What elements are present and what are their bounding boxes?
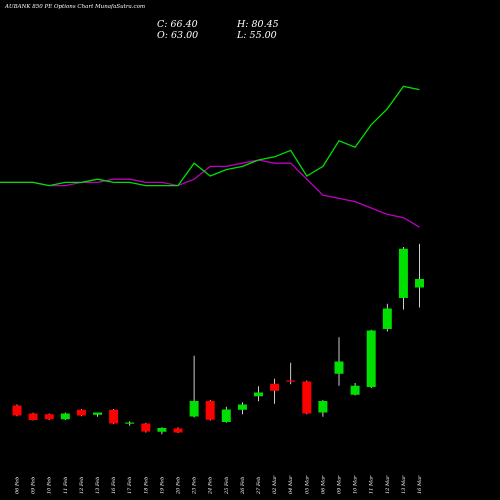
candle xyxy=(157,427,167,435)
candle-body xyxy=(221,409,231,422)
candle-body xyxy=(125,422,135,424)
green-line xyxy=(0,85,420,187)
open-value: O: 63.00 xyxy=(157,30,198,41)
candle-body xyxy=(398,248,408,298)
candle-body xyxy=(189,401,199,417)
x-tick-label: 16 Feb xyxy=(111,477,117,494)
x-tick-label: 27 Feb xyxy=(256,477,262,495)
candle-body xyxy=(237,404,247,410)
candle xyxy=(302,380,312,415)
x-tick-label: 24 Feb xyxy=(208,477,214,495)
magenta-line xyxy=(0,159,420,228)
candle xyxy=(60,412,70,420)
candle xyxy=(221,406,231,423)
candle-body xyxy=(270,383,280,391)
candle xyxy=(125,421,135,426)
candle xyxy=(270,378,280,404)
x-tick-label: 17 Feb xyxy=(127,477,133,494)
candle-body xyxy=(366,330,376,387)
candle xyxy=(382,303,392,332)
x-tick-label: 20 Feb xyxy=(176,477,182,495)
candle-body xyxy=(382,308,392,329)
x-tick-label: 12 Mar xyxy=(385,475,391,494)
candle xyxy=(44,413,54,420)
x-tick-label: 11 Feb xyxy=(63,477,69,494)
candle-body xyxy=(334,361,344,374)
x-tick-label: 16 Mar xyxy=(417,475,423,494)
x-tick-label: 06 Mar xyxy=(320,475,326,494)
candle xyxy=(237,402,247,415)
x-tick-label: 19 Feb xyxy=(159,477,165,494)
candle xyxy=(173,427,183,433)
x-tick-label: 10 Feb xyxy=(47,477,53,494)
x-tick-label: 12 Feb xyxy=(79,477,85,494)
x-tick-label: 02 Mar xyxy=(272,475,278,494)
x-tick-label: 11 Mar xyxy=(369,475,375,494)
x-tick-label: 18 Feb xyxy=(143,477,149,494)
candle-body xyxy=(173,428,183,433)
candle-body xyxy=(205,401,215,420)
candle-body xyxy=(415,279,424,288)
x-tick-label: 10 Mar xyxy=(353,475,359,494)
candle xyxy=(366,329,376,388)
x-tick-label: 09 Mar xyxy=(337,475,343,494)
candle xyxy=(254,386,263,402)
candle-body xyxy=(141,423,151,432)
candle-body xyxy=(44,414,54,420)
candle-body xyxy=(254,392,263,397)
candle xyxy=(141,422,151,433)
candle-body xyxy=(93,412,102,415)
x-tick-label: 13 Mar xyxy=(401,475,407,494)
candle xyxy=(93,412,102,417)
candle xyxy=(76,409,86,417)
candle xyxy=(350,383,360,396)
candle xyxy=(205,400,215,421)
candle-body xyxy=(302,381,312,414)
indicator-lines xyxy=(0,85,420,228)
close-value: C: 66.40 xyxy=(157,19,198,30)
candle-body xyxy=(12,405,22,416)
candle xyxy=(334,337,344,386)
candle xyxy=(398,247,408,310)
x-tick-label: 26 Feb xyxy=(240,477,246,495)
chart-title: AUBANK 850 PE Options Chart MunafaSutra.… xyxy=(4,4,145,10)
candle xyxy=(109,409,119,425)
candles-group xyxy=(12,243,424,435)
high-value: H: 80.45 xyxy=(236,19,279,30)
candle-body xyxy=(109,409,119,424)
x-tick-label: 25 Feb xyxy=(224,477,230,495)
candle-body xyxy=(60,413,70,420)
x-tick-label: 13 Feb xyxy=(95,477,101,494)
candle xyxy=(12,404,22,417)
candle xyxy=(28,412,38,421)
candle-body xyxy=(318,401,328,413)
x-tick-label: 23 Feb xyxy=(192,477,198,495)
candle-body xyxy=(28,413,38,420)
x-tick-label: 09 Feb xyxy=(31,477,37,494)
candle-body xyxy=(286,380,296,382)
x-tick-label: 06 Feb xyxy=(15,477,21,494)
low-value: L: 55.00 xyxy=(236,30,277,41)
candle xyxy=(318,400,328,417)
candle-body xyxy=(76,409,86,416)
candle xyxy=(286,362,296,385)
candle-body xyxy=(157,428,167,432)
candle xyxy=(189,355,199,418)
candle xyxy=(415,243,424,308)
candle-body xyxy=(350,385,360,395)
x-axis-ticks: 06 Feb 09 Feb 10 Feb 11 Feb 12 Feb 13 Feb 16 F… xyxy=(15,475,424,495)
x-tick-label: 04 Mar xyxy=(288,475,294,494)
x-tick-label: 05 Mar xyxy=(304,475,310,494)
